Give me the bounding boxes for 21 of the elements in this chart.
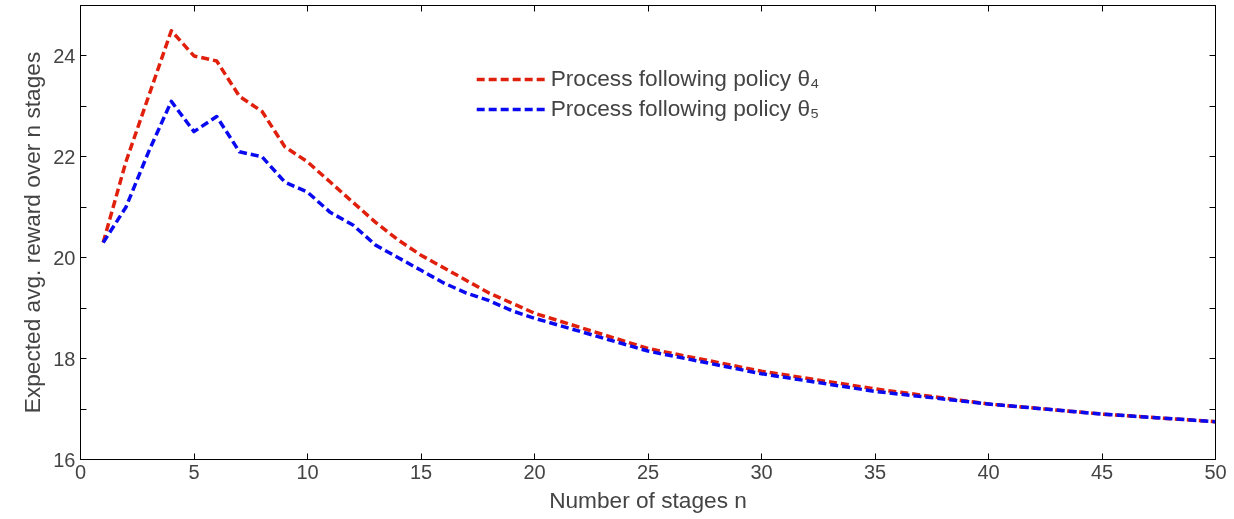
x-tick-label: 25	[636, 460, 660, 483]
x-tick-label: 20	[523, 460, 546, 483]
x-tick-label: 15	[409, 460, 433, 483]
x-tick-label: 50	[1204, 460, 1227, 483]
y-tick-label: 22	[53, 145, 76, 168]
line-series	[101, 99, 1216, 424]
x-tick-label: 35	[863, 460, 887, 483]
y-tick-label: 20	[53, 246, 76, 269]
x-axis-title: Number of stages n	[549, 486, 747, 513]
x-tick-label: 10	[296, 460, 319, 483]
y-axis-title: Expected avg. reward over n stages	[19, 51, 46, 414]
x-tick-label: 45	[1090, 460, 1114, 483]
y-tick-label: 18	[53, 347, 76, 370]
legend-label: Process following policy θ₄	[550, 65, 820, 92]
y-tick-label: 16	[53, 448, 76, 471]
legend-label: Process following policy θ₅	[550, 95, 820, 122]
x-tick-label: 0	[74, 460, 87, 483]
x-tick-label: 5	[188, 460, 200, 483]
x-tick-label: 30	[750, 460, 773, 483]
y-tick-label: 24	[53, 44, 76, 67]
x-tick-label: 40	[977, 460, 1000, 483]
